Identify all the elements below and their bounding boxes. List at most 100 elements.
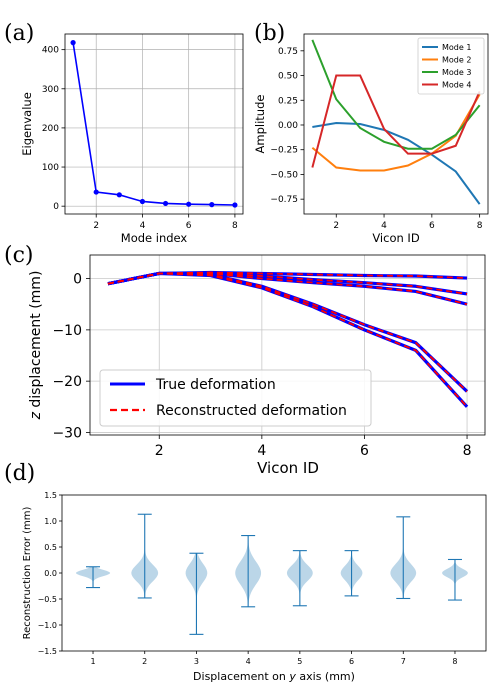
chart-c-ytick-label: −20	[52, 374, 82, 390]
chart-a-xlabel: Mode index	[121, 231, 188, 245]
chart-a-grid	[65, 34, 243, 214]
chart-c-xtick-label: 6	[360, 443, 369, 459]
chart-b-series-line	[311, 39, 481, 150]
chart-d-frame	[61, 494, 487, 652]
chart-c-legend-box	[99, 369, 372, 427]
chart-b-xtick-label: 8	[477, 221, 483, 231]
chart-c-ytick-label: 0	[73, 272, 82, 288]
legend-true-label: True deformation	[155, 377, 276, 393]
chart-d-xlabel-var: y	[288, 670, 296, 683]
chart-b-ylabel: Amplitude	[253, 95, 267, 154]
chart-a-ytick-label: 100	[42, 163, 59, 173]
panel-label-a: (a)	[4, 21, 34, 46]
panel-label-d: (d)	[4, 461, 35, 486]
chart-c-xtick-label: 4	[257, 443, 266, 459]
chart-a-point	[186, 201, 192, 207]
chart-b-ticks: 2 4 6 8 −0.75 −0.50 −0.25 0.00 0.25 0.50 0.75	[270, 47, 482, 231]
chart-a-frame	[64, 33, 244, 215]
chart-c-xtick-label: 2	[155, 443, 164, 459]
chart-b-series-line	[311, 74, 481, 168]
chart-d-xtick-label: 8	[452, 657, 457, 666]
chart-b-ytick-label: −0.50	[270, 170, 298, 180]
chart-d-ylabel: Reconstruction Error (mm)	[22, 506, 33, 639]
chart-b-xtick-label: 4	[381, 221, 387, 231]
chart-d-ytick-label: −0.5	[38, 595, 57, 604]
chart-b-ytick-label: −0.25	[270, 146, 298, 156]
chart-b-ytick-label: 0.50	[278, 72, 298, 82]
chart-c-legend: True deformation Reconstructed deformati…	[99, 369, 372, 427]
chart-a-ticks: 2 4 6 8 0 100 200 300 400	[42, 46, 238, 231]
chart-d: 1 2 3 4 5 6 7 8 −1.5 −1.0 −0.5 0.0 0.5 1.0 1.5 Displac…	[22, 491, 487, 683]
chart-b-legend-label: Mode 4	[442, 81, 471, 90]
chart-d-violins	[75, 513, 468, 635]
chart-c-xtick-label: 8	[463, 443, 472, 459]
chart-a-xtick-label: 4	[140, 221, 146, 231]
chart-d-ytick-label: 0.0	[44, 569, 57, 578]
chart-a-line	[72, 42, 235, 206]
chart-b-legend: Mode 1 Mode 2 Mode 3 Mode 4	[417, 37, 485, 95]
chart-a-series	[70, 40, 238, 208]
chart-b-ytick-label: 0.75	[278, 47, 298, 57]
chart-c-ytick-label: −10	[52, 323, 82, 339]
chart-b-ytick-label: 0.25	[278, 96, 298, 106]
chart-b-series-line	[312, 122, 481, 205]
chart-d-xlabel-post: axis (mm)	[296, 670, 355, 683]
chart-d-xtick-label: 5	[297, 657, 302, 666]
chart-d-ytick-label: 0.5	[44, 543, 57, 552]
chart-b-ytick-label: 0.00	[278, 121, 298, 131]
chart-a-xtick-label: 8	[232, 221, 238, 231]
chart-b-xlabel: Vicon ID	[372, 231, 420, 245]
chart-c-recon-line	[107, 272, 468, 408]
chart-b-series	[311, 39, 481, 205]
chart-a-ylabel: Eigenvalue	[20, 92, 34, 156]
chart-c-xlabel: Vicon ID	[257, 459, 319, 477]
chart-d-xtick-label: 2	[142, 657, 147, 666]
chart-c-ylabel-rest: displacement (mm)	[28, 271, 44, 412]
chart-a-ytick-label: 400	[42, 46, 59, 56]
chart-b-xtick-label: 6	[429, 221, 435, 231]
chart-d-ytick-label: −1.0	[38, 621, 57, 630]
chart-a-point	[232, 202, 238, 208]
chart-d-ytick-label: 1.5	[44, 491, 57, 500]
chart-d-ytick-label: −1.5	[38, 647, 57, 656]
chart-c-ticks: 2 4 6 8 0 −10 −20 −30	[52, 272, 471, 459]
chart-a-ytick-label: 300	[42, 85, 59, 95]
panel-label-c: (c)	[4, 243, 34, 268]
chart-a: 2 4 6 8 0 100 200 300 400 Mode index Eigenvalue	[20, 33, 244, 245]
chart-a-point	[209, 202, 215, 208]
chart-a-xtick-label: 6	[186, 221, 192, 231]
chart-c-frame	[89, 254, 486, 436]
chart-a-point	[116, 192, 122, 198]
chart-b-ytick-label: −0.75	[270, 195, 298, 205]
chart-a-point	[139, 198, 146, 205]
chart-b-legend-label: Mode 1	[442, 43, 471, 52]
chart-a-xtick-label: 2	[93, 221, 99, 231]
chart-a-point	[162, 200, 169, 207]
chart-b-legend-label: Mode 3	[442, 68, 471, 77]
chart-b: 2 4 6 8 −0.75 −0.50 −0.25 0.00 0.25 0.50 0.75 Mode…	[253, 33, 489, 245]
chart-c-series	[107, 270, 469, 408]
chart-b-xtick-label: 2	[333, 221, 339, 231]
chart-a-point	[70, 40, 76, 46]
chart-c-ytick-label: −30	[52, 425, 82, 441]
chart-b-legend-label: Mode 2	[442, 56, 471, 65]
chart-c: 2 4 6 8 0 −10 −20 −30 True deformation Reconstr…	[28, 254, 486, 477]
chart-a-ytick-label: 0	[53, 202, 59, 212]
chart-d-xtick-label: 3	[194, 657, 199, 666]
chart-c-ylabel-var: z	[28, 411, 44, 420]
chart-d-xlabel: Displacement on y axis (mm)	[193, 670, 355, 683]
chart-d-ytick-label: 1.0	[44, 517, 57, 526]
chart-d-xtick-label: 7	[401, 657, 406, 666]
chart-b-legend-box	[417, 37, 485, 95]
chart-b-frame	[303, 33, 489, 215]
chart-d-xtick-label: 4	[246, 657, 251, 666]
chart-d-ticks: 1 2 3 4 5 6 7 8 −1.5 −1.0 −0.5 0.0 0.5 1.0 1.5	[38, 491, 458, 666]
chart-a-ytick-label: 200	[42, 124, 59, 134]
chart-b-series-line	[311, 93, 481, 172]
chart-d-xlabel-pre: Displacement on	[193, 670, 289, 683]
legend-recon-label: Reconstructed deformation	[156, 403, 347, 419]
panel-label-b: (b)	[254, 21, 285, 46]
chart-c-ylabel: z displacement (mm)	[28, 271, 44, 421]
chart-d-xtick-label: 1	[90, 657, 95, 666]
